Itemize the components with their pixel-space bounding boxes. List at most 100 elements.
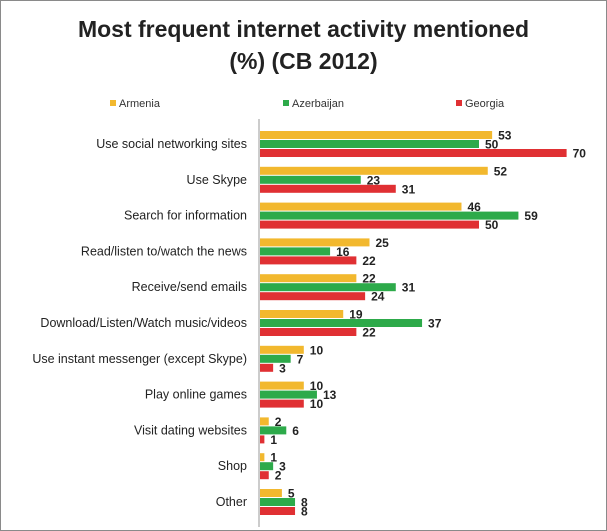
data-label-armenia: 52	[494, 164, 508, 178]
data-label-armenia: 10	[310, 343, 324, 357]
bar-georgia	[260, 292, 366, 301]
data-label-armenia: 22	[362, 272, 376, 286]
data-label-georgia: 50	[485, 218, 499, 232]
data-label-georgia: 31	[402, 182, 416, 196]
data-label-azerbaijan: 37	[428, 317, 442, 331]
bar-armenia	[260, 202, 462, 211]
bar-armenia	[260, 381, 304, 390]
data-label-armenia: 10	[310, 379, 324, 393]
data-label-azerbaijan: 3	[279, 460, 286, 474]
bar-armenia	[260, 345, 304, 354]
category-group-search-for-information: Search for information 46 59 50	[124, 200, 538, 232]
legend-swatch-azerbaijan	[283, 100, 289, 106]
bar-georgia	[260, 399, 304, 408]
data-label-georgia: 70	[573, 147, 587, 161]
bar-georgia	[260, 328, 357, 336]
category-group-shop: Shop 132	[218, 451, 286, 483]
data-label-azerbaijan: 23	[367, 173, 381, 187]
bar-georgia	[260, 507, 296, 515]
category-group-use-instant-messenger-except-skype: Use instant messenger (except Skype) 10 73	[32, 343, 323, 375]
category-group-download-listen-watch-music-videos: Download/Listen/Watch music/videos 19 37 22	[40, 308, 441, 340]
legend-label-azerbaijan: Azerbaijan	[292, 98, 344, 110]
bar-azerbaijan	[260, 247, 331, 256]
category-group-other: Other 588	[216, 487, 308, 519]
bar-azerbaijan	[260, 319, 423, 327]
data-label-armenia: 46	[467, 200, 481, 214]
legend-label-georgia: Georgia	[465, 98, 505, 110]
data-label-azerbaijan: 13	[323, 388, 337, 402]
bar-azerbaijan	[260, 354, 291, 363]
data-label-azerbaijan: 6	[292, 424, 299, 438]
data-label-armenia: 19	[349, 308, 363, 322]
data-label-azerbaijan: 31	[402, 281, 416, 295]
data-label-georgia: 1	[270, 433, 277, 447]
data-label-georgia: 22	[362, 326, 376, 340]
bar-azerbaijan	[260, 140, 479, 148]
bar-azerbaijan	[260, 390, 317, 399]
data-label-azerbaijan: 16	[336, 245, 350, 259]
category-label: Use Skype	[187, 173, 247, 187]
category-label: Other	[216, 495, 247, 509]
chart-legend: Armenia Azerbaijan Georgia	[110, 98, 505, 110]
bar-armenia	[260, 453, 265, 462]
data-label-azerbaijan: 59	[524, 209, 538, 223]
bar-azerbaijan	[260, 462, 274, 471]
data-label-georgia: 2	[275, 469, 282, 483]
data-label-azerbaijan: 7	[297, 352, 304, 366]
data-label-armenia: 2	[275, 415, 282, 429]
bar-georgia	[260, 471, 269, 480]
category-group-receive-send-emails: Receive/send emails 22 31 24	[132, 272, 416, 304]
bar-armenia	[260, 131, 493, 139]
bar-azerbaijan	[260, 498, 296, 506]
bar-armenia	[260, 274, 357, 283]
category-label: Receive/send emails	[132, 280, 247, 294]
data-label-georgia: 24	[371, 290, 385, 304]
category-group-visit-dating-websites: Visit dating websites 26 1	[134, 415, 299, 447]
bar-armenia	[260, 238, 370, 247]
chart-title-line1: Most frequent internet activity mentione…	[77, 16, 530, 42]
bar-azerbaijan	[260, 211, 519, 220]
category-group-use-skype: Use Skype 52 23 31	[187, 164, 508, 196]
bar-armenia	[260, 417, 269, 426]
category-label: Play online games	[145, 388, 247, 402]
bar-azerbaijan	[260, 283, 396, 292]
data-label-azerbaijan: 50	[485, 138, 499, 152]
bar-armenia	[260, 166, 488, 175]
category-label: Read/listen to/watch the news	[81, 244, 247, 258]
bar-georgia	[260, 363, 274, 372]
category-label: Use social networking sites	[96, 137, 247, 151]
legend-swatch-armenia	[110, 100, 116, 106]
category-group-read-listen-to-watch-the-news: Read/listen to/watch the news 25 16 22	[81, 236, 389, 268]
bar-georgia	[260, 149, 567, 157]
category-label: Shop	[218, 459, 247, 473]
data-label-armenia: 53	[498, 129, 512, 143]
bar-georgia	[260, 184, 396, 193]
bar-azerbaijan	[260, 426, 287, 435]
chart-title-line2: (%) (CB 2012)	[229, 48, 378, 74]
legend-label-armenia: Armenia	[119, 98, 161, 110]
category-label: Search for information	[124, 209, 247, 223]
data-label-azerbaijan: 8	[301, 496, 308, 510]
data-label-georgia: 3	[279, 361, 286, 375]
data-label-georgia: 10	[310, 397, 324, 411]
bar-armenia	[260, 310, 344, 318]
data-label-armenia: 5	[288, 487, 295, 501]
category-label: Use instant messenger (except Skype)	[32, 352, 247, 366]
data-label-armenia: 25	[376, 236, 390, 250]
bar-georgia	[260, 256, 357, 265]
data-label-georgia: 22	[362, 254, 376, 268]
legend-swatch-georgia	[456, 100, 462, 106]
bar-georgia	[260, 435, 265, 444]
bar-georgia	[260, 220, 479, 229]
data-label-armenia: 1	[270, 451, 277, 465]
category-label: Download/Listen/Watch music/videos	[40, 316, 247, 330]
bar-azerbaijan	[260, 175, 361, 184]
bar-armenia	[260, 489, 282, 497]
category-label: Visit dating websites	[134, 423, 247, 437]
data-label-georgia: 8	[301, 505, 308, 519]
